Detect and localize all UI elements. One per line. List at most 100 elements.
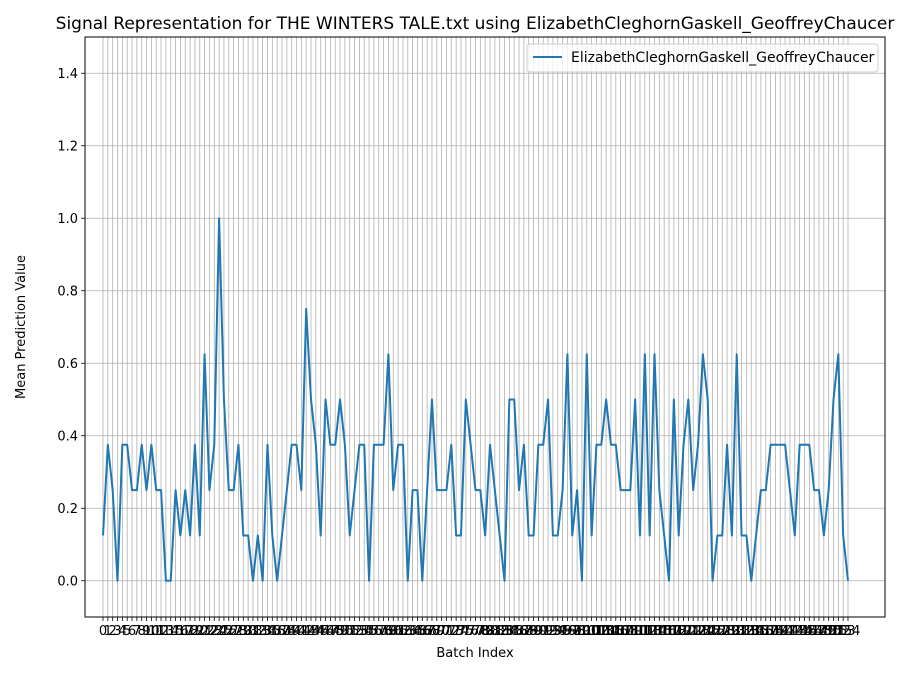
x-tick-label: 16 xyxy=(172,624,189,639)
x-tick-label: 154 xyxy=(836,624,861,639)
x-tick-label: 28 xyxy=(230,624,247,639)
x-tick-label: 131 xyxy=(724,624,749,639)
x-tick-label: 152 xyxy=(826,624,851,639)
x-tick-label: 104 xyxy=(594,624,619,639)
x-tick-label: 71 xyxy=(438,624,455,639)
x-tick-label: 53 xyxy=(351,624,368,639)
x-tick-label: 122 xyxy=(681,624,706,639)
x-tick-label: 97 xyxy=(564,624,581,639)
y-tick-label: 0.6 xyxy=(57,357,78,372)
x-tick-label: 142 xyxy=(778,624,803,639)
x-tick-label: 60 xyxy=(385,624,402,639)
x-tick-label: 80 xyxy=(482,624,499,639)
x-tick-label: 86 xyxy=(511,624,528,639)
x-tick-label: 134 xyxy=(739,624,764,639)
x-tick-label: 57 xyxy=(370,624,387,639)
x-tick-label: 29 xyxy=(235,624,252,639)
x-tick-label: 0 xyxy=(99,624,107,639)
x-tick-label: 27 xyxy=(225,624,242,639)
x-tick-label: 52 xyxy=(346,624,363,639)
x-tick-label: 133 xyxy=(734,624,759,639)
x-tick-label: 70 xyxy=(433,624,450,639)
x-tick-label: 91 xyxy=(535,624,552,639)
x-tick-label: 74 xyxy=(453,624,470,639)
x-tick-label: 138 xyxy=(758,624,783,639)
x-tick-label: 43 xyxy=(303,624,320,639)
x-tick-label: 77 xyxy=(467,624,484,639)
x-tick-label: 55 xyxy=(361,624,378,639)
x-tick-label: 23 xyxy=(206,624,223,639)
x-tick-label: 13 xyxy=(158,624,175,639)
x-tick-label: 92 xyxy=(540,624,557,639)
x-tick-label: 56 xyxy=(366,624,383,639)
x-gridlines xyxy=(102,37,849,617)
x-tick-label: 94 xyxy=(549,624,566,639)
x-tick-label: 109 xyxy=(618,624,643,639)
x-tick-label: 129 xyxy=(715,624,740,639)
x-tick-label: 114 xyxy=(642,624,667,639)
x-tick-label: 83 xyxy=(496,624,513,639)
x-tick-label: 39 xyxy=(283,624,300,639)
x-tick-label: 123 xyxy=(686,624,711,639)
x-tick-label: 66 xyxy=(414,624,431,639)
x-tick-label: 124 xyxy=(690,624,715,639)
x-tick-label: 22 xyxy=(201,624,218,639)
series-layer xyxy=(102,217,849,582)
x-tick-label: 121 xyxy=(676,624,701,639)
x-tick-label: 136 xyxy=(749,624,774,639)
x-tick-label: 107 xyxy=(608,624,633,639)
x-tick-label: 93 xyxy=(545,624,562,639)
y-tick-label: 0.8 xyxy=(57,284,78,299)
x-tick-label: 116 xyxy=(652,624,677,639)
x-tick-label: 18 xyxy=(182,624,199,639)
y-axis-ticks: 0.0 0.2 0.4 0.6 0.8 1.0 1.2 1.4 xyxy=(57,67,85,589)
x-tick-label: 47 xyxy=(322,624,339,639)
x-tick-label: 100 xyxy=(574,624,599,639)
y-axis-label: Mean Prediction Value xyxy=(14,255,29,399)
x-tick-label: 35 xyxy=(264,624,281,639)
x-tick-label: 37 xyxy=(274,624,291,639)
x-tick-label: 102 xyxy=(584,624,609,639)
x-tick-label: 14 xyxy=(162,624,179,639)
x-tick-label: 96 xyxy=(559,624,576,639)
x-tick-label: 90 xyxy=(530,624,547,639)
x-tick-label: 30 xyxy=(240,624,257,639)
x-tick-label: 15 xyxy=(167,624,184,639)
x-tick-label: 73 xyxy=(448,624,465,639)
x-tick-label: 118 xyxy=(661,624,686,639)
x-tick-label: 135 xyxy=(744,624,769,639)
x-tick-label: 2 xyxy=(109,624,117,639)
x-tick-label: 127 xyxy=(705,624,730,639)
x-tick-label: 139 xyxy=(763,624,788,639)
x-tick-label: 117 xyxy=(657,624,682,639)
y-tick-label: 1.4 xyxy=(57,67,78,82)
x-tick-label: 120 xyxy=(671,624,696,639)
x-axis-label: Batch Index xyxy=(436,646,514,661)
y-tick-label: 0.0 xyxy=(57,574,78,589)
x-tick-label: 76 xyxy=(462,624,479,639)
x-tick-label: 98 xyxy=(569,624,586,639)
x-tick-label: 101 xyxy=(579,624,604,639)
x-tick-label: 61 xyxy=(390,624,407,639)
x-tick-label: 41 xyxy=(293,624,310,639)
x-tick-label: 137 xyxy=(753,624,778,639)
x-tick-label: 67 xyxy=(419,624,436,639)
x-tick-label: 99 xyxy=(574,624,591,639)
x-tick-label: 106 xyxy=(603,624,628,639)
x-tick-label: 17 xyxy=(177,624,194,639)
x-tick-label: 33 xyxy=(254,624,271,639)
x-tick-label: 5 xyxy=(123,624,131,639)
x-tick-label: 40 xyxy=(288,624,305,639)
x-tick-label: 150 xyxy=(816,624,841,639)
x-tick-label: 64 xyxy=(404,624,421,639)
x-tick-label: 87 xyxy=(516,624,533,639)
y-tick-label: 0.4 xyxy=(57,429,78,444)
x-tick-label: 19 xyxy=(187,624,204,639)
x-tick-label: 111 xyxy=(628,624,653,639)
x-tick-label: 113 xyxy=(637,624,662,639)
x-tick-label: 146 xyxy=(797,624,822,639)
x-tick-label: 49 xyxy=(332,624,349,639)
legend: ElizabethCleghornGaskell_GeoffreyChaucer xyxy=(526,43,879,73)
y-tick-label: 1.0 xyxy=(57,212,78,227)
x-tick-label: 147 xyxy=(802,624,827,639)
